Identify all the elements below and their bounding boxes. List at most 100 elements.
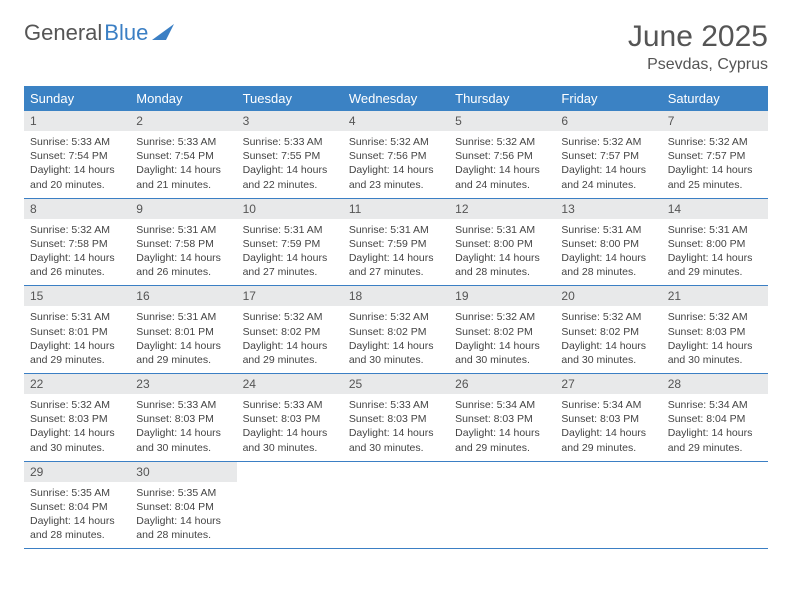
location: Psevdas, Cyprus (628, 56, 768, 74)
day-number: 22 (24, 374, 130, 394)
day-number: 7 (662, 111, 768, 131)
day-cell: 24Sunrise: 5:33 AMSunset: 8:03 PMDayligh… (237, 374, 343, 461)
day-body: Sunrise: 5:33 AMSunset: 7:54 PMDaylight:… (130, 131, 236, 198)
day-cell: 15Sunrise: 5:31 AMSunset: 8:01 PMDayligh… (24, 286, 130, 373)
day-number: 21 (662, 286, 768, 306)
day-cell: 1Sunrise: 5:33 AMSunset: 7:54 PMDaylight… (24, 111, 130, 198)
day-number: 23 (130, 374, 236, 394)
day-cell: 22Sunrise: 5:32 AMSunset: 8:03 PMDayligh… (24, 374, 130, 461)
day-cell: 7Sunrise: 5:32 AMSunset: 7:57 PMDaylight… (662, 111, 768, 198)
day-cell: 5Sunrise: 5:32 AMSunset: 7:56 PMDaylight… (449, 111, 555, 198)
logo-icon (152, 24, 174, 45)
day-body: Sunrise: 5:31 AMSunset: 7:59 PMDaylight:… (237, 219, 343, 286)
day-number: 30 (130, 462, 236, 482)
day-number: 4 (343, 111, 449, 131)
day-cell: 3Sunrise: 5:33 AMSunset: 7:55 PMDaylight… (237, 111, 343, 198)
day-cell: 21Sunrise: 5:32 AMSunset: 8:03 PMDayligh… (662, 286, 768, 373)
day-number: 6 (555, 111, 661, 131)
day-cell: 4Sunrise: 5:32 AMSunset: 7:56 PMDaylight… (343, 111, 449, 198)
day-number: 11 (343, 199, 449, 219)
weekday-label: Friday (555, 86, 661, 111)
day-cell: 2Sunrise: 5:33 AMSunset: 7:54 PMDaylight… (130, 111, 236, 198)
day-number: 12 (449, 199, 555, 219)
day-body: Sunrise: 5:32 AMSunset: 8:03 PMDaylight:… (662, 306, 768, 373)
day-body: Sunrise: 5:32 AMSunset: 8:02 PMDaylight:… (555, 306, 661, 373)
weekday-label: Tuesday (237, 86, 343, 111)
day-number: 28 (662, 374, 768, 394)
day-cell: 9Sunrise: 5:31 AMSunset: 7:58 PMDaylight… (130, 199, 236, 286)
day-cell: 10Sunrise: 5:31 AMSunset: 7:59 PMDayligh… (237, 199, 343, 286)
day-cell: 13Sunrise: 5:31 AMSunset: 8:00 PMDayligh… (555, 199, 661, 286)
day-body: Sunrise: 5:32 AMSunset: 7:56 PMDaylight:… (343, 131, 449, 198)
day-body: Sunrise: 5:31 AMSunset: 8:00 PMDaylight:… (555, 219, 661, 286)
day-cell: 18Sunrise: 5:32 AMSunset: 8:02 PMDayligh… (343, 286, 449, 373)
day-body: Sunrise: 5:32 AMSunset: 7:56 PMDaylight:… (449, 131, 555, 198)
title-block: June 2025 Psevdas, Cyprus (628, 20, 768, 74)
week-row: 8Sunrise: 5:32 AMSunset: 7:58 PMDaylight… (24, 199, 768, 287)
day-number: 2 (130, 111, 236, 131)
day-cell (237, 462, 343, 549)
day-body: Sunrise: 5:31 AMSunset: 8:00 PMDaylight:… (449, 219, 555, 286)
day-number: 1 (24, 111, 130, 131)
day-number: 16 (130, 286, 236, 306)
day-number: 29 (24, 462, 130, 482)
day-cell: 27Sunrise: 5:34 AMSunset: 8:03 PMDayligh… (555, 374, 661, 461)
day-number: 8 (24, 199, 130, 219)
day-cell: 29Sunrise: 5:35 AMSunset: 8:04 PMDayligh… (24, 462, 130, 549)
day-body: Sunrise: 5:33 AMSunset: 7:54 PMDaylight:… (24, 131, 130, 198)
day-number: 5 (449, 111, 555, 131)
day-number: 24 (237, 374, 343, 394)
day-cell (449, 462, 555, 549)
day-body: Sunrise: 5:32 AMSunset: 7:57 PMDaylight:… (662, 131, 768, 198)
day-number: 20 (555, 286, 661, 306)
weekday-label: Wednesday (343, 86, 449, 111)
day-cell: 20Sunrise: 5:32 AMSunset: 8:02 PMDayligh… (555, 286, 661, 373)
day-cell: 28Sunrise: 5:34 AMSunset: 8:04 PMDayligh… (662, 374, 768, 461)
day-cell: 23Sunrise: 5:33 AMSunset: 8:03 PMDayligh… (130, 374, 236, 461)
month-title: June 2025 (628, 20, 768, 54)
weeks-container: 1Sunrise: 5:33 AMSunset: 7:54 PMDaylight… (24, 111, 768, 549)
day-cell: 11Sunrise: 5:31 AMSunset: 7:59 PMDayligh… (343, 199, 449, 286)
day-body: Sunrise: 5:32 AMSunset: 8:02 PMDaylight:… (237, 306, 343, 373)
day-cell: 25Sunrise: 5:33 AMSunset: 8:03 PMDayligh… (343, 374, 449, 461)
day-body: Sunrise: 5:34 AMSunset: 8:03 PMDaylight:… (449, 394, 555, 461)
day-body: Sunrise: 5:34 AMSunset: 8:04 PMDaylight:… (662, 394, 768, 461)
day-cell: 6Sunrise: 5:32 AMSunset: 7:57 PMDaylight… (555, 111, 661, 198)
day-number: 3 (237, 111, 343, 131)
day-body: Sunrise: 5:32 AMSunset: 8:02 PMDaylight:… (449, 306, 555, 373)
logo-blue: Blue (104, 20, 148, 46)
day-body: Sunrise: 5:31 AMSunset: 8:00 PMDaylight:… (662, 219, 768, 286)
day-number: 25 (343, 374, 449, 394)
day-number: 13 (555, 199, 661, 219)
day-body: Sunrise: 5:32 AMSunset: 7:57 PMDaylight:… (555, 131, 661, 198)
weekday-label: Sunday (24, 86, 130, 111)
day-cell (662, 462, 768, 549)
weekday-label: Thursday (449, 86, 555, 111)
day-cell: 8Sunrise: 5:32 AMSunset: 7:58 PMDaylight… (24, 199, 130, 286)
day-number: 14 (662, 199, 768, 219)
day-number: 27 (555, 374, 661, 394)
day-cell: 19Sunrise: 5:32 AMSunset: 8:02 PMDayligh… (449, 286, 555, 373)
week-row: 1Sunrise: 5:33 AMSunset: 7:54 PMDaylight… (24, 111, 768, 199)
week-row: 15Sunrise: 5:31 AMSunset: 8:01 PMDayligh… (24, 286, 768, 374)
week-row: 29Sunrise: 5:35 AMSunset: 8:04 PMDayligh… (24, 462, 768, 550)
day-body: Sunrise: 5:33 AMSunset: 8:03 PMDaylight:… (130, 394, 236, 461)
logo: GeneralBlue (24, 20, 174, 46)
day-cell: 26Sunrise: 5:34 AMSunset: 8:03 PMDayligh… (449, 374, 555, 461)
day-number: 15 (24, 286, 130, 306)
day-body: Sunrise: 5:32 AMSunset: 7:58 PMDaylight:… (24, 219, 130, 286)
day-cell: 30Sunrise: 5:35 AMSunset: 8:04 PMDayligh… (130, 462, 236, 549)
header: GeneralBlue June 2025 Psevdas, Cyprus (24, 20, 768, 74)
day-number: 26 (449, 374, 555, 394)
day-body: Sunrise: 5:31 AMSunset: 7:58 PMDaylight:… (130, 219, 236, 286)
day-body: Sunrise: 5:31 AMSunset: 7:59 PMDaylight:… (343, 219, 449, 286)
day-body: Sunrise: 5:33 AMSunset: 8:03 PMDaylight:… (343, 394, 449, 461)
day-body: Sunrise: 5:35 AMSunset: 8:04 PMDaylight:… (130, 482, 236, 549)
calendar: SundayMondayTuesdayWednesdayThursdayFrid… (24, 86, 768, 549)
day-body: Sunrise: 5:31 AMSunset: 8:01 PMDaylight:… (24, 306, 130, 373)
day-body: Sunrise: 5:33 AMSunset: 8:03 PMDaylight:… (237, 394, 343, 461)
day-body: Sunrise: 5:31 AMSunset: 8:01 PMDaylight:… (130, 306, 236, 373)
day-number: 18 (343, 286, 449, 306)
weekday-label: Saturday (662, 86, 768, 111)
day-body: Sunrise: 5:32 AMSunset: 8:03 PMDaylight:… (24, 394, 130, 461)
